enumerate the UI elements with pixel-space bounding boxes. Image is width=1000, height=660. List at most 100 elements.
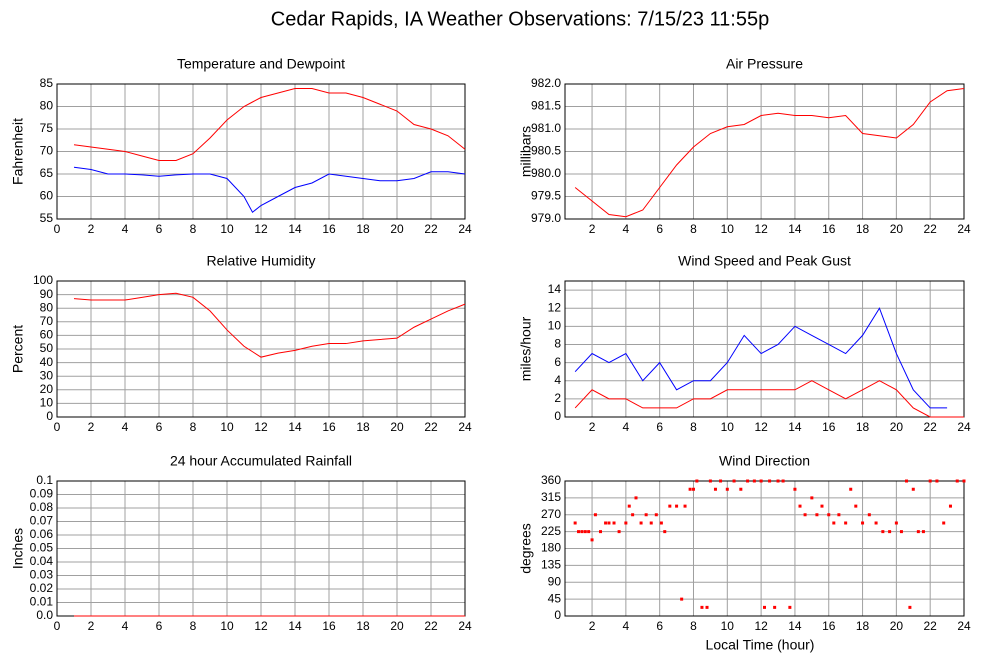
x-tick-label: 10 <box>721 420 735 434</box>
data-point <box>688 487 692 491</box>
data-point <box>587 530 591 534</box>
x-tick-label: 18 <box>356 420 370 434</box>
data-point <box>781 479 785 483</box>
data-point <box>634 496 638 500</box>
data-point <box>604 521 608 525</box>
y-tick-label: 60 <box>40 328 54 342</box>
x-tick-label: 6 <box>156 222 163 236</box>
data-line <box>73 166 466 214</box>
y-tick-label: 70 <box>40 144 54 158</box>
data-point <box>691 487 695 491</box>
y-tick-label: 0.03 <box>30 568 54 582</box>
data-point <box>746 479 750 483</box>
x-tick-label: 6 <box>656 222 663 236</box>
y-axis-label: millibars <box>518 126 534 177</box>
x-tick-label: 6 <box>656 619 663 633</box>
y-tick-label: 45 <box>548 591 562 605</box>
y-tick-label: 980.0 <box>531 166 561 180</box>
x-tick-label: 12 <box>254 619 268 633</box>
data-point <box>844 521 848 525</box>
y-tick-label: 0.09 <box>30 487 54 501</box>
data-point <box>911 487 915 491</box>
data-point <box>713 487 717 491</box>
x-tick-label: 16 <box>822 420 836 434</box>
data-point <box>612 521 616 525</box>
data-point <box>649 521 653 525</box>
y-tick-label: 30 <box>40 368 54 382</box>
x-tick-label: 16 <box>822 222 836 236</box>
data-point <box>759 479 763 483</box>
data-point <box>793 487 797 491</box>
y-tick-label: 980.5 <box>531 144 561 158</box>
data-point <box>948 504 952 508</box>
data-point <box>827 513 831 517</box>
y-tick-label: 80 <box>40 99 54 113</box>
x-tick-label: 24 <box>458 222 472 236</box>
data-point <box>580 530 584 534</box>
data-point <box>888 530 892 534</box>
x-tick-label: 22 <box>924 222 938 236</box>
x-tick-label: 0 <box>54 222 61 236</box>
data-point <box>905 479 909 483</box>
plot-frame <box>564 480 965 617</box>
data-point <box>705 605 709 609</box>
y-tick-label: 90 <box>40 287 54 301</box>
x-tick-label: 24 <box>957 420 971 434</box>
x-tick-label: 24 <box>957 619 971 633</box>
x-tick-label: 14 <box>788 222 802 236</box>
x-tick-label: 2 <box>88 420 95 434</box>
y-tick-label: 0.08 <box>30 500 54 514</box>
y-tick-label: 100 <box>33 273 53 287</box>
data-point <box>854 504 858 508</box>
data-point <box>725 487 729 491</box>
chart-title: Wind Speed and Peak Gust <box>678 253 851 269</box>
x-tick-label: 18 <box>856 619 870 633</box>
data-line <box>574 380 964 418</box>
x-tick-label: 20 <box>890 619 904 633</box>
y-tick-label: 85 <box>40 76 54 90</box>
y-tick-label: 6 <box>554 355 561 369</box>
data-point <box>908 605 912 609</box>
y-tick-label: 315 <box>541 490 561 504</box>
data-point <box>928 479 932 483</box>
y-tick-label: 981.0 <box>531 121 561 135</box>
x-tick-label: 8 <box>690 222 697 236</box>
data-point <box>894 521 898 525</box>
x-tick-label: 10 <box>220 420 234 434</box>
data-point <box>599 530 603 534</box>
x-tick-label: 10 <box>721 619 735 633</box>
data-point <box>788 605 792 609</box>
x-tick-label: 18 <box>856 420 870 434</box>
x-tick-label: 20 <box>890 222 904 236</box>
chart-title: Temperature and Dewpoint <box>177 56 345 72</box>
data-point <box>776 479 780 483</box>
y-tick-label: 8 <box>554 337 561 351</box>
data-point <box>763 605 766 609</box>
y-tick-label: 982.0 <box>531 76 561 90</box>
y-tick-label: 10 <box>548 319 562 333</box>
y-tick-label: 0 <box>46 409 53 423</box>
data-point <box>644 513 648 517</box>
data-point <box>881 530 885 534</box>
y-tick-label: 10 <box>40 396 54 410</box>
x-tick-label: 16 <box>822 619 836 633</box>
x-tick-label: 2 <box>589 420 596 434</box>
x-tick-label: 0 <box>54 420 61 434</box>
x-tick-label: 2 <box>88 619 95 633</box>
y-tick-label: 981.5 <box>531 99 561 113</box>
data-point <box>768 479 772 483</box>
data-point <box>955 479 959 483</box>
x-tick-label: 16 <box>322 222 336 236</box>
data-point <box>668 504 672 508</box>
y-tick-label: 0 <box>554 608 561 622</box>
y-tick-label: 55 <box>40 211 54 225</box>
data-point <box>675 504 679 508</box>
x-tick-label: 18 <box>856 222 870 236</box>
x-tick-label: 2 <box>589 619 596 633</box>
data-point <box>810 496 814 500</box>
y-axis-label: miles/hour <box>518 316 534 381</box>
data-point <box>739 487 743 491</box>
x-tick-label: 8 <box>690 420 697 434</box>
x-tick-label: 22 <box>424 222 438 236</box>
data-point <box>874 521 878 525</box>
